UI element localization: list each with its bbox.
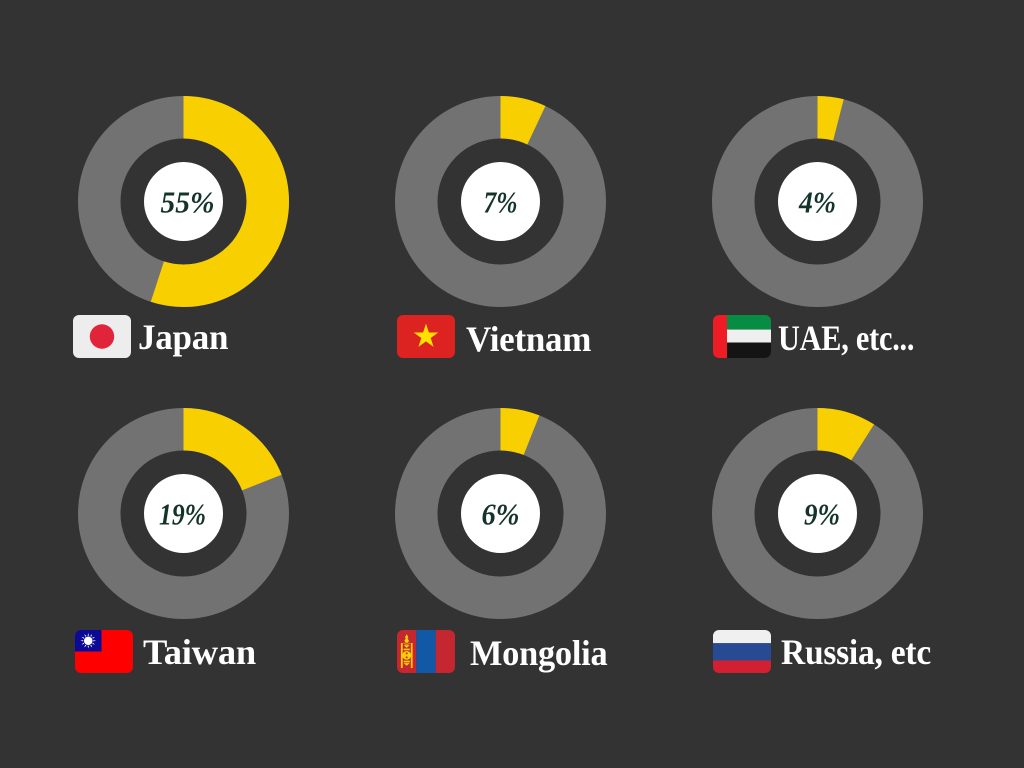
svg-text:6%: 6% — [481, 496, 519, 531]
svg-text:7%: 7% — [483, 185, 517, 220]
svg-text:19%: 19% — [159, 496, 206, 531]
svg-text:9%: 9% — [804, 496, 840, 531]
svg-text:4%: 4% — [798, 185, 836, 220]
svg-text:55%: 55% — [161, 185, 215, 220]
